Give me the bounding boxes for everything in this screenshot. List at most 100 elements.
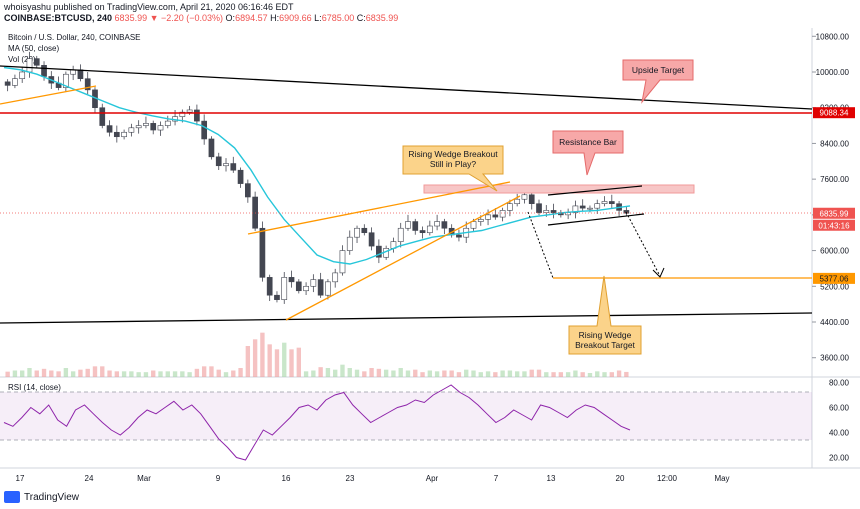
price-label-box: [813, 219, 855, 231]
rsi-tick-label: 80.00: [829, 379, 850, 388]
candle: [339, 250, 346, 274]
volume-bar: [85, 368, 90, 377]
volume-bar: [442, 370, 447, 377]
volume-bar: [325, 368, 331, 377]
volume-bar: [551, 372, 556, 377]
projection-left: [527, 211, 554, 279]
candle: [41, 65, 47, 77]
volume-bar: [485, 371, 491, 377]
candle: [150, 123, 157, 131]
ohlc-label: O:: [225, 13, 236, 23]
candle: [135, 125, 142, 129]
candle: [594, 203, 601, 209]
volume-bar: [216, 369, 221, 377]
volume-bar: [201, 366, 207, 377]
volume-bar: [107, 370, 112, 377]
candle: [325, 281, 331, 296]
candle: [477, 219, 484, 222]
volume-bar: [544, 372, 549, 377]
candle: [303, 285, 309, 292]
price-tick-label: 10000.00: [816, 68, 850, 77]
volume-bar: [609, 372, 614, 377]
price-label-resistance: 9088.34: [820, 109, 849, 118]
callout-upside-target[interactable]: Upside Target: [622, 59, 694, 104]
callout-resistance-bar-text: Resistance Bar: [559, 137, 617, 147]
price-label-box: [813, 107, 855, 119]
volume-bar: [340, 364, 345, 377]
volume-bar: [41, 368, 47, 377]
ohlc-label: C:: [354, 13, 366, 23]
candle: [230, 163, 237, 171]
volume-bar: [303, 371, 309, 377]
price-label-last: 6835.99: [820, 209, 849, 218]
price-axis[interactable]: 10800.0010000.009200.008400.007600.00680…: [812, 32, 850, 363]
volume-bar: [449, 370, 454, 377]
time-axis[interactable]: 17 24 Mar 9 16 23 Apr 7 13 20 12:00 May: [16, 474, 730, 483]
price-tick-label: 6000.00: [820, 247, 849, 256]
callout-breakout-target[interactable]: Rising Wedge Breakout Target: [568, 275, 642, 355]
volume-bars: [5, 332, 629, 377]
wedge-lower-line: [285, 195, 521, 321]
volume-bar: [209, 366, 214, 377]
time-tick-label: 7: [494, 474, 499, 483]
volume-bar: [478, 372, 483, 377]
ohlc-value: 6909.66: [279, 13, 312, 23]
volume-bar: [587, 373, 593, 377]
volume-bar: [63, 368, 69, 377]
candle: [470, 221, 477, 229]
time-tick-label: 16: [282, 474, 291, 483]
volume-bar: [413, 369, 418, 377]
candles: [4, 51, 630, 304]
callout-rising-wedge[interactable]: Rising Wedge Breakout Still in Play?: [402, 145, 504, 192]
price-label-target: 5377.06: [820, 274, 849, 283]
candle: [157, 125, 164, 131]
candle: [521, 194, 528, 200]
callout-line: Still in Play?: [430, 159, 477, 169]
volume-bar: [624, 371, 629, 377]
candle: [608, 201, 615, 204]
candle: [77, 69, 84, 79]
volume-bar: [383, 369, 389, 377]
rsi-pane: [0, 384, 812, 461]
price-tick-label: 10800.00: [816, 32, 850, 41]
candle: [201, 120, 208, 140]
ohlc-values: O:6894.57 H:6909.66 L:6785.00 C:6835.99: [226, 13, 399, 23]
callout-upside-target-text: Upside Target: [632, 65, 685, 75]
volume-bar: [318, 367, 323, 377]
candle: [485, 214, 491, 220]
legend-vol: Vol (20): [8, 55, 36, 64]
candle: [63, 73, 69, 88]
volume-bar: [194, 368, 200, 377]
tradingview-logo[interactable]: TradingView: [4, 491, 79, 503]
callout-line: Breakout Target: [575, 340, 635, 350]
volume-bar: [354, 369, 360, 377]
candle: [601, 201, 608, 204]
time-tick-label: Apr: [426, 474, 439, 483]
price-tick-label: 7600.00: [820, 175, 849, 184]
rsi-tick-label: 40.00: [829, 429, 850, 438]
candle: [361, 227, 368, 234]
volume-bar: [522, 371, 527, 377]
callout-resistance-bar[interactable]: Resistance Bar: [552, 130, 624, 176]
candle: [434, 221, 440, 227]
candle: [397, 227, 404, 242]
candle: [572, 205, 579, 213]
candle: [33, 58, 40, 66]
volume-bar: [376, 368, 382, 377]
volume-bar: [616, 370, 622, 377]
volume-bar: [158, 371, 163, 377]
volume-bar: [223, 372, 229, 377]
candle: [164, 120, 171, 126]
wedge-upper-line: [247, 181, 511, 235]
volume-bar: [5, 371, 10, 377]
lower-trendline: [0, 312, 813, 324]
callout-line: Rising Wedge: [579, 330, 632, 340]
volume-bar: [420, 372, 425, 377]
volume-bar: [311, 370, 316, 377]
volume-bar: [500, 370, 505, 377]
candle: [354, 227, 360, 238]
volume-bar: [260, 332, 265, 377]
candle: [376, 245, 382, 258]
price-tick-label: 5200.00: [820, 282, 849, 291]
